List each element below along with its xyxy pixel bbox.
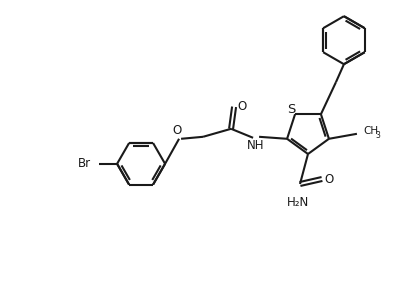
Text: 3: 3 [375,131,380,140]
Text: Br: Br [78,157,91,170]
Text: NH: NH [247,139,265,152]
Text: O: O [324,172,334,185]
Text: H₂N: H₂N [287,196,309,209]
Text: S: S [287,103,295,116]
Text: O: O [238,100,247,113]
Text: O: O [172,124,182,137]
Text: CH: CH [363,126,378,136]
